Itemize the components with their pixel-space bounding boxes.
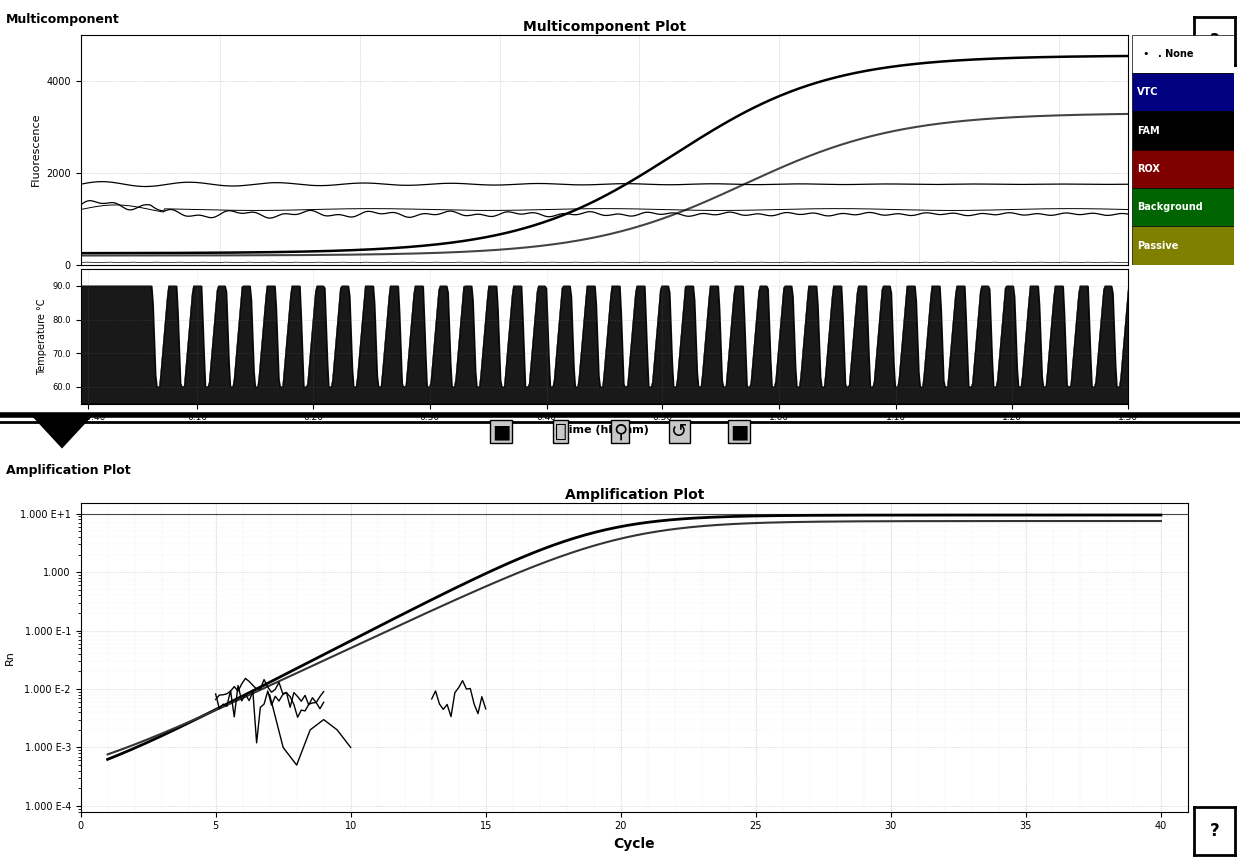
Text: Passive: Passive bbox=[1137, 240, 1178, 251]
Bar bbox=[1132, 188, 1234, 227]
Bar bbox=[1132, 111, 1234, 149]
Text: ROX: ROX bbox=[1137, 164, 1161, 174]
Title: Multicomponent Plot: Multicomponent Plot bbox=[523, 20, 686, 34]
X-axis label: Time (hh:mm): Time (hh:mm) bbox=[560, 271, 649, 281]
Y-axis label: Temperature °C: Temperature °C bbox=[37, 298, 47, 375]
Bar bbox=[1132, 35, 1234, 73]
Text: ■: ■ bbox=[492, 423, 510, 441]
Text: VTC: VTC bbox=[1137, 87, 1158, 97]
Text: ■: ■ bbox=[730, 423, 748, 441]
Text: ?: ? bbox=[1210, 822, 1219, 840]
Text: ⚲: ⚲ bbox=[613, 423, 627, 441]
Bar bbox=[1132, 73, 1234, 111]
Bar bbox=[1132, 227, 1234, 265]
Polygon shape bbox=[31, 415, 93, 449]
Bar bbox=[1132, 149, 1234, 188]
Y-axis label: Rn: Rn bbox=[5, 650, 15, 665]
X-axis label: Time (hh:mm): Time (hh:mm) bbox=[560, 425, 649, 435]
Text: ⎙: ⎙ bbox=[554, 423, 567, 441]
Text: •: • bbox=[1142, 49, 1148, 59]
Text: Amplification Plot: Amplification Plot bbox=[6, 464, 131, 477]
Text: ?: ? bbox=[1210, 32, 1219, 50]
Text: ↺: ↺ bbox=[671, 423, 688, 441]
Title: Amplification Plot: Amplification Plot bbox=[564, 489, 704, 503]
X-axis label: Cycle: Cycle bbox=[614, 837, 655, 851]
Text: FAM: FAM bbox=[1137, 126, 1159, 135]
Text: Background: Background bbox=[1137, 202, 1203, 213]
Text: Cell:  G10: Cell: G10 bbox=[508, 39, 583, 53]
Text: Multicomponent: Multicomponent bbox=[6, 13, 120, 26]
Text: . None: . None bbox=[1158, 49, 1193, 59]
Y-axis label: Fluorescence: Fluorescence bbox=[31, 113, 41, 187]
